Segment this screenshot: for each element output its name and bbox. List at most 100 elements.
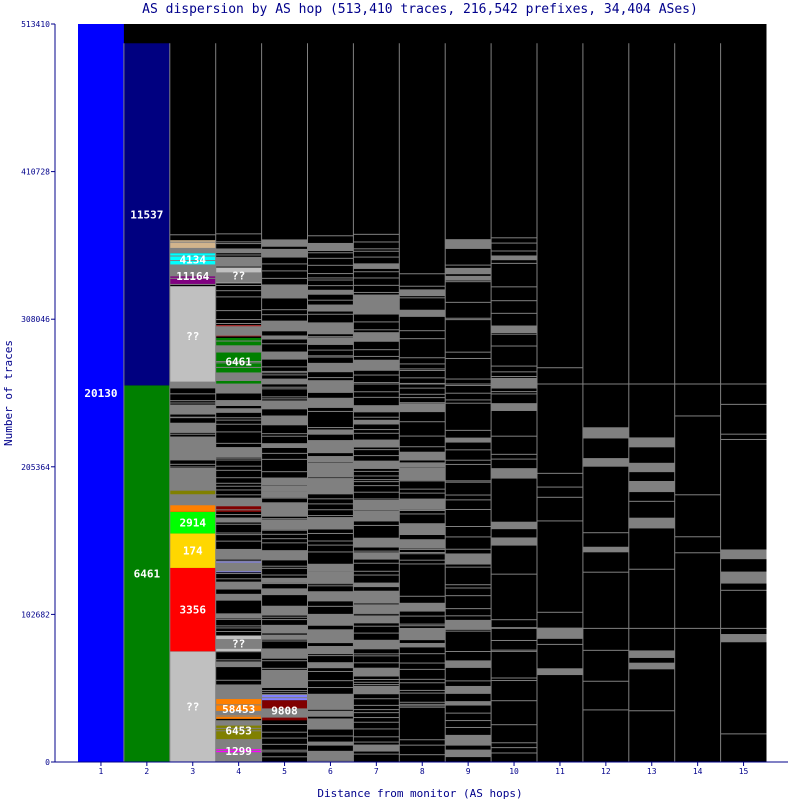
thin-segment (399, 539, 446, 548)
thin-segment (445, 494, 492, 496)
thin-segment (261, 574, 308, 576)
thin-segment (491, 573, 537, 575)
thin-segment (628, 568, 675, 570)
thin-segment (215, 408, 262, 413)
thin-segment (261, 605, 308, 616)
thin-segment (445, 566, 492, 568)
thin-segment (353, 329, 400, 331)
thin-segment (353, 291, 400, 293)
thin-segment (261, 648, 308, 655)
thin-segment (445, 499, 492, 501)
thin-segment (215, 704, 262, 706)
thin-segment (261, 749, 308, 751)
thin-segment (445, 239, 492, 249)
thin-segment (169, 410, 216, 412)
thin-segment (215, 457, 262, 459)
thin-segment (169, 402, 216, 404)
thin-segment (169, 241, 216, 243)
thin-segment (399, 273, 446, 275)
thin-segment (674, 536, 721, 538)
chart-title: AS dispersion by AS hop (513,410 traces,… (142, 2, 698, 17)
thin-segment (353, 499, 400, 511)
thin-segment (215, 485, 262, 487)
thin-segment (399, 467, 446, 480)
thin-segment (399, 705, 446, 707)
thin-segment (399, 492, 446, 494)
thin-segment (582, 532, 629, 534)
thin-segment (445, 726, 492, 728)
thin-segment (399, 289, 446, 297)
thin-segment (399, 451, 446, 461)
thin-segment (307, 336, 354, 338)
thin-segment (399, 602, 446, 612)
thin-segment (261, 386, 308, 388)
thin-segment (307, 687, 354, 689)
thin-segment (353, 416, 400, 418)
thin-segment (353, 717, 400, 719)
thin-segment (215, 562, 262, 572)
thin-segment (399, 377, 446, 379)
thin-segment (261, 588, 308, 596)
thin-segment (445, 459, 492, 461)
thin-segment (261, 583, 308, 585)
thin-segment (261, 239, 308, 247)
thin-segment (261, 284, 308, 295)
thin-segment (353, 382, 400, 384)
thin-segment (169, 404, 216, 415)
thin-segment (261, 565, 308, 567)
thin-segment (169, 486, 216, 491)
thin-segment (261, 351, 308, 360)
thin-segment (353, 550, 400, 552)
thin-segment (491, 286, 537, 288)
thin-segment (399, 368, 446, 370)
bar-segment (169, 286, 216, 386)
thin-segment (215, 233, 262, 235)
thin-segment (628, 710, 675, 712)
thin-segment (261, 690, 308, 692)
thin-segment (353, 419, 400, 425)
x-tick-label: 7 (374, 767, 379, 776)
segment-label: 11537 (130, 208, 163, 221)
thin-segment (491, 242, 537, 244)
thin-segment (169, 494, 216, 506)
thin-segment (215, 400, 262, 406)
thin-segment (307, 591, 354, 602)
thin-segment (261, 751, 308, 753)
segment-label: 6461 (134, 568, 161, 581)
thin-segment (307, 257, 354, 259)
y-tick-label: 410728 (21, 168, 50, 177)
thin-segment (261, 343, 308, 345)
thin-segment (307, 498, 354, 500)
thin-segment (399, 559, 446, 561)
thin-segment (445, 587, 492, 589)
thin-segment (353, 712, 400, 714)
thin-segment (399, 632, 446, 641)
thin-segment (307, 503, 354, 505)
thin-segment (169, 255, 216, 257)
thin-segment (491, 752, 537, 754)
thin-segment (169, 448, 216, 460)
thin-segment (215, 730, 262, 732)
thin-segment (261, 697, 308, 699)
thin-segment (215, 372, 262, 381)
thin-segment (399, 363, 446, 365)
thin-segment (491, 677, 537, 679)
thin-segment (307, 322, 354, 335)
thin-segment (720, 589, 767, 591)
thin-segment (215, 494, 262, 496)
thin-segment (215, 639, 262, 649)
thin-segment (353, 332, 400, 337)
thin-segment (399, 330, 446, 332)
thin-segment (399, 548, 446, 550)
x-tick-label: 13 (647, 767, 657, 776)
thin-segment (215, 532, 262, 534)
thin-segment (215, 310, 262, 312)
thin-segment (353, 349, 400, 351)
thin-segment (353, 537, 400, 548)
thin-segment (491, 650, 537, 652)
thin-segment (720, 634, 767, 643)
thin-segment (720, 549, 767, 560)
segment-label: 11164 (176, 270, 209, 283)
thin-segment (261, 491, 308, 498)
thin-segment (215, 497, 262, 506)
